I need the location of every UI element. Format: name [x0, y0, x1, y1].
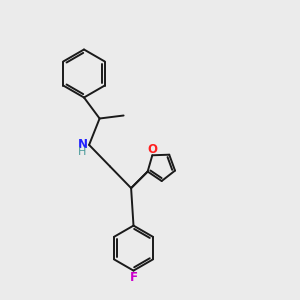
Text: O: O [147, 143, 157, 156]
Text: F: F [130, 271, 137, 284]
Text: H: H [78, 147, 87, 158]
Text: N: N [77, 137, 88, 151]
